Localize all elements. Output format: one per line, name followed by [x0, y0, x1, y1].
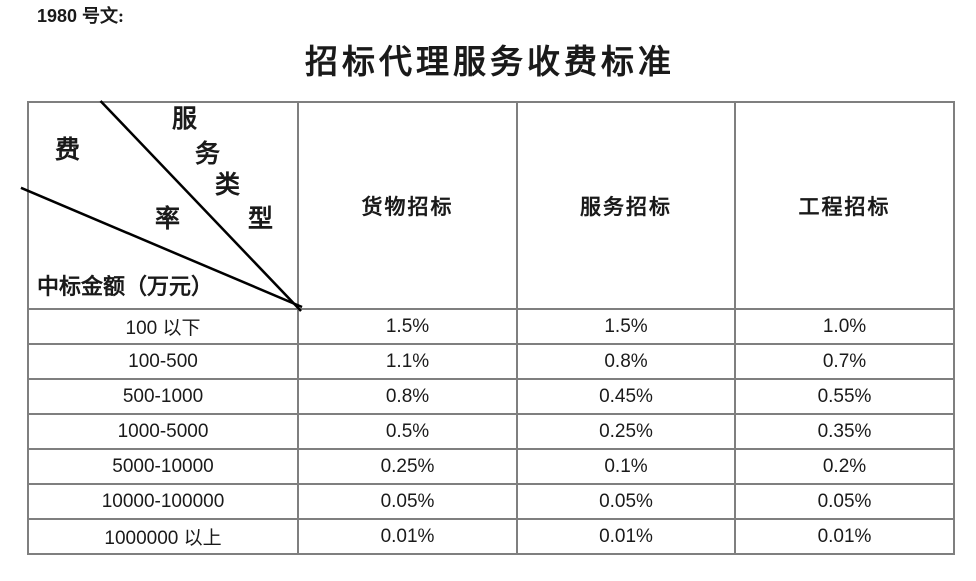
fee-cell: 1.5% — [297, 308, 518, 345]
fee-table: 费 率 服 务 类 型 中标金额（万元） 货物招标 服务招标 工程招标 100 … — [20, 100, 955, 555]
doc-ref-number: 1980 — [37, 6, 78, 26]
diagonal-line-lower — [20, 186, 303, 309]
table-row: 10000-100000 0.05% 0.05% 0.05% — [27, 483, 955, 520]
amount-cell: 5000-10000 — [27, 448, 299, 485]
amount-cell: 10000-100000 — [27, 483, 299, 520]
table-row: 100-500 1.1% 0.8% 0.7% — [27, 343, 955, 380]
fee-cell: 1.5% — [516, 308, 736, 345]
corner-amount-label: 中标金额（万元） — [37, 274, 214, 299]
column-header-works: 工程招标 — [734, 101, 955, 310]
doc-ref: 1980 号文: — [37, 6, 124, 28]
table-row: 1000000 以上 0.01% 0.01% 0.01% — [27, 518, 955, 555]
amount-cell: 500-1000 — [27, 378, 299, 415]
fee-cell: 0.55% — [734, 378, 955, 415]
fee-cell: 0.8% — [516, 343, 736, 380]
corner-char-rate: 率 — [155, 206, 181, 233]
amount-cell: 100 以下 — [27, 308, 299, 345]
fee-cell: 0.05% — [516, 483, 736, 520]
fee-cell: 1.0% — [734, 308, 955, 345]
column-header-goods: 货物招标 — [297, 101, 518, 310]
fee-cell: 0.8% — [297, 378, 518, 415]
corner-char-service-3: 类 — [215, 172, 241, 199]
amount-cell: 1000-5000 — [27, 413, 299, 450]
table-row: 500-1000 0.8% 0.45% 0.55% — [27, 378, 955, 415]
column-header-services: 服务招标 — [516, 101, 736, 310]
fee-cell: 0.01% — [516, 518, 736, 555]
fee-cell: 0.7% — [734, 343, 955, 380]
fee-cell: 0.5% — [297, 413, 518, 450]
fee-cell: 0.05% — [297, 483, 518, 520]
corner-char-fee: 费 — [55, 137, 81, 164]
table-header-row: 费 率 服 务 类 型 中标金额（万元） 货物招标 服务招标 工程招标 — [20, 100, 955, 312]
diagonal-divider-lines — [20, 100, 303, 312]
fee-cell: 0.45% — [516, 378, 736, 415]
amount-cell: 100-500 — [27, 343, 299, 380]
fee-cell: 0.25% — [297, 448, 518, 485]
fee-cell: 0.01% — [734, 518, 955, 555]
amount-cell: 1000000 以上 — [27, 518, 299, 555]
diagonal-line-upper — [99, 100, 302, 312]
table-row: 5000-10000 0.25% 0.1% 0.2% — [27, 448, 955, 485]
fee-cell: 1.1% — [297, 343, 518, 380]
fee-cell: 0.35% — [734, 413, 955, 450]
fee-cell: 0.25% — [516, 413, 736, 450]
corner-char-service-4: 型 — [248, 206, 274, 233]
table-row: 1000-5000 0.5% 0.25% 0.35% — [27, 413, 955, 450]
table-row: 100 以下 1.5% 1.5% 1.0% — [27, 308, 955, 345]
corner-char-service-2: 务 — [195, 141, 221, 168]
page-title: 招标代理服务收费标准 — [305, 45, 675, 81]
doc-ref-label: 号文: — [82, 6, 125, 26]
fee-cell: 0.05% — [734, 483, 955, 520]
fee-cell: 0.1% — [516, 448, 736, 485]
fee-cell: 0.2% — [734, 448, 955, 485]
corner-char-service-1: 服 — [172, 106, 198, 133]
table-corner-cell: 费 率 服 务 类 型 中标金额（万元） — [20, 100, 303, 312]
fee-cell: 0.01% — [297, 518, 518, 555]
